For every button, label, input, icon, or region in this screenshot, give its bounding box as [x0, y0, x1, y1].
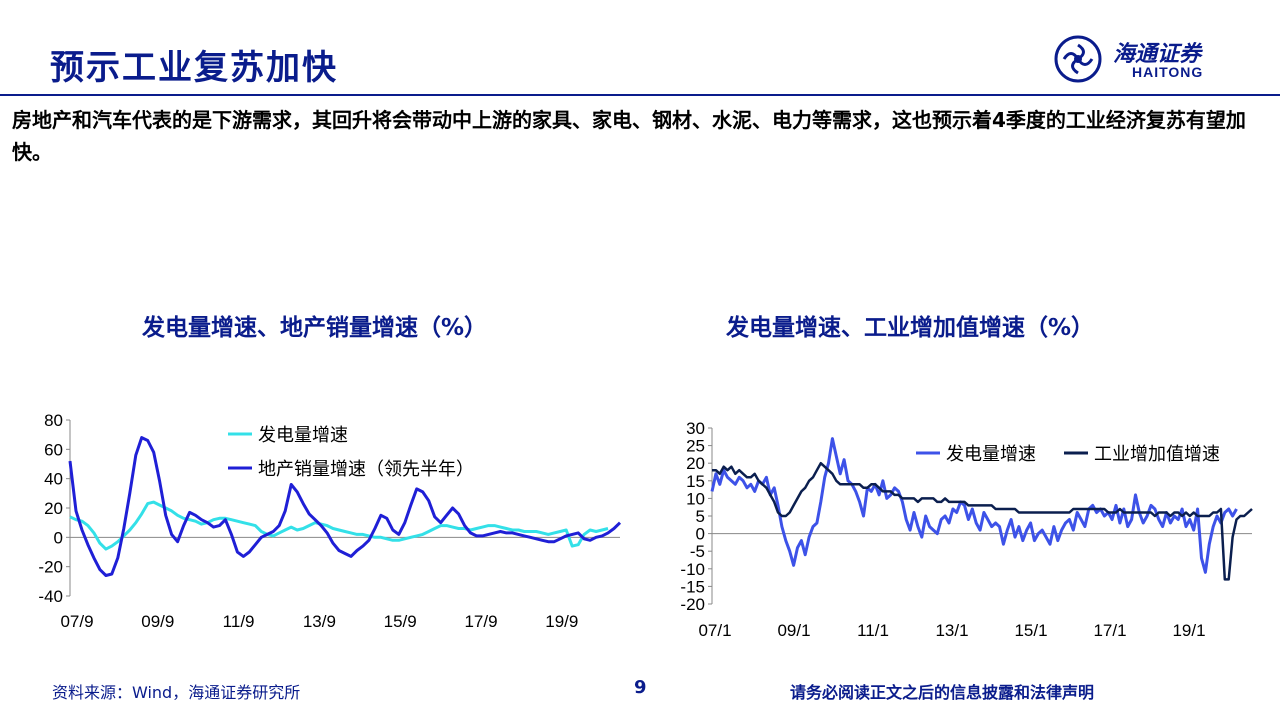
- chart2-y-tick-label: 0: [696, 525, 705, 544]
- footer-disclaimer: 请务必阅读正文之后的信息披露和法律声明: [790, 683, 1095, 702]
- chart2-y-tick-label: 5: [696, 507, 705, 526]
- chart1-y-tick-label: 0: [54, 528, 63, 547]
- chart1-x-tick-label: 19/9: [545, 612, 578, 631]
- chart1-series-2-line: [68, 436, 622, 577]
- chart2-x-tick-label: 13/1: [935, 621, 968, 640]
- title-divider: [0, 94, 1280, 96]
- chart1-y-tick-label: -20: [38, 558, 63, 577]
- chart2-legend-label-1: 发电量增速: [946, 444, 1036, 465]
- logo-en-text: HAITONG: [1132, 64, 1204, 80]
- chart1-x-tick-label: 11/9: [223, 612, 255, 631]
- chart1-y-tick-label: 20: [44, 499, 63, 518]
- haitong-logo-icon: [1054, 35, 1102, 83]
- chart2-y-tick-label: -10: [680, 560, 705, 579]
- chart1-power-vs-property: 80 60 40 20 0 -20 -40 07/9 09/9 11/9 13/9 15/9 17/9 1…: [38, 411, 622, 631]
- chart1-legend-label-1: 发电量增速: [258, 425, 348, 446]
- chart1-y-tick-label: 80: [44, 411, 63, 430]
- footer-source: 资料来源：Wind，海通证券研究所: [52, 683, 301, 702]
- chart1-x-tick-label: 07/9: [60, 612, 93, 631]
- chart1-title: 发电量增速、地产销量增速（%）: [142, 315, 488, 341]
- logo-cn-text: 海通证券: [1113, 41, 1202, 67]
- page-number: 9: [634, 677, 647, 698]
- chart1-series-1-line: [69, 500, 609, 551]
- chart2-x-tick-label: 07/1: [698, 621, 731, 640]
- chart1-y-tick-label: -40: [38, 587, 63, 606]
- chart2-x-tick-label: 11/1: [857, 621, 889, 640]
- chart2-series-2-line: [712, 461, 1253, 581]
- chart2-y-tick-label: -20: [680, 595, 705, 614]
- chart2-y-tick-label: -5: [690, 542, 705, 561]
- chart2-y-tick-label: 25: [686, 437, 705, 456]
- chart2-y-tick-label: 20: [686, 454, 705, 473]
- chart1-x-tick-label: 09/9: [141, 612, 174, 631]
- lead-paragraph: 房地产和汽车代表的是下游需求，其回升将会带动中上游的家具、家电、钢材、水泥、电力…: [12, 108, 1246, 164]
- chart2-y-tick-label: 30: [686, 419, 705, 438]
- chart2-y-tick-label: 15: [686, 472, 705, 491]
- chart1-x-tick-label: 17/9: [464, 612, 497, 631]
- chart2-series-1-line: [710, 437, 1238, 574]
- chart1-y-tick-label: 40: [44, 470, 63, 489]
- chart1-x-tick-label: 15/9: [384, 612, 417, 631]
- chart1-y-tick-label: 60: [44, 440, 63, 459]
- chart1-legend-label-2: 地产销量增速（领先半年）: [258, 459, 474, 480]
- chart2-x-tick-label: 17/1: [1093, 621, 1126, 640]
- chart2-x-tick-label: 19/1: [1172, 621, 1205, 640]
- page-title: 预示工业复苏加快: [50, 48, 338, 88]
- chart2-y-tick-label: 10: [686, 489, 705, 508]
- chart2-legend-label-2: 工业增加值增速: [1094, 444, 1220, 465]
- chart2-y-tick-label: -15: [680, 577, 705, 596]
- chart2-x-tick-label: 09/1: [777, 621, 810, 640]
- chart2-title: 发电量增速、工业增加值增速（%）: [726, 315, 1095, 341]
- chart2-x-tick-label: 15/1: [1014, 621, 1047, 640]
- chart1-x-tick-label: 13/9: [303, 612, 336, 631]
